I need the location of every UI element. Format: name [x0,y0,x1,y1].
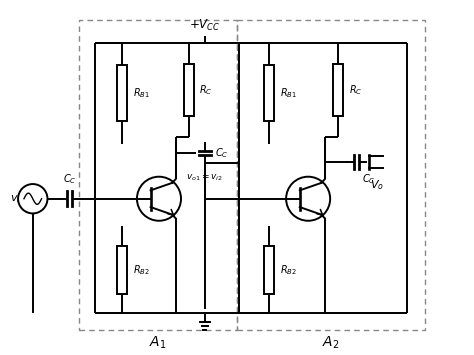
Circle shape [286,177,330,221]
Text: $R_C$: $R_C$ [348,83,362,97]
Text: $C_C$: $C_C$ [215,146,228,160]
Text: $R_{B1}$: $R_{B1}$ [133,86,150,100]
Circle shape [137,177,181,221]
Circle shape [18,184,47,213]
Bar [264,65,274,121]
Bar [117,65,128,121]
Bar [333,64,343,116]
Bar [79,20,237,329]
Text: $v_{o1}{=}v_{i2}$: $v_{o1}{=}v_{i2}$ [186,172,223,182]
Text: $A_2$: $A_2$ [322,335,340,351]
Text: $A_1$: $A_1$ [149,335,166,351]
Text: $R_{B2}$: $R_{B2}$ [280,263,297,277]
Text: $v_i$: $v_i$ [10,193,21,204]
Bar [264,246,274,294]
Text: $+V_{CC}$: $+V_{CC}$ [189,17,220,33]
Text: $R_C$: $R_C$ [200,83,213,97]
Bar [117,246,128,294]
Text: $C_C$: $C_C$ [63,172,76,186]
Bar [237,20,425,329]
Bar [184,64,194,116]
Text: $V_o$: $V_o$ [370,178,384,192]
Text: $C_C$: $C_C$ [362,172,375,186]
Text: $R_{B1}$: $R_{B1}$ [280,86,297,100]
Text: $R_{B2}$: $R_{B2}$ [133,263,150,277]
